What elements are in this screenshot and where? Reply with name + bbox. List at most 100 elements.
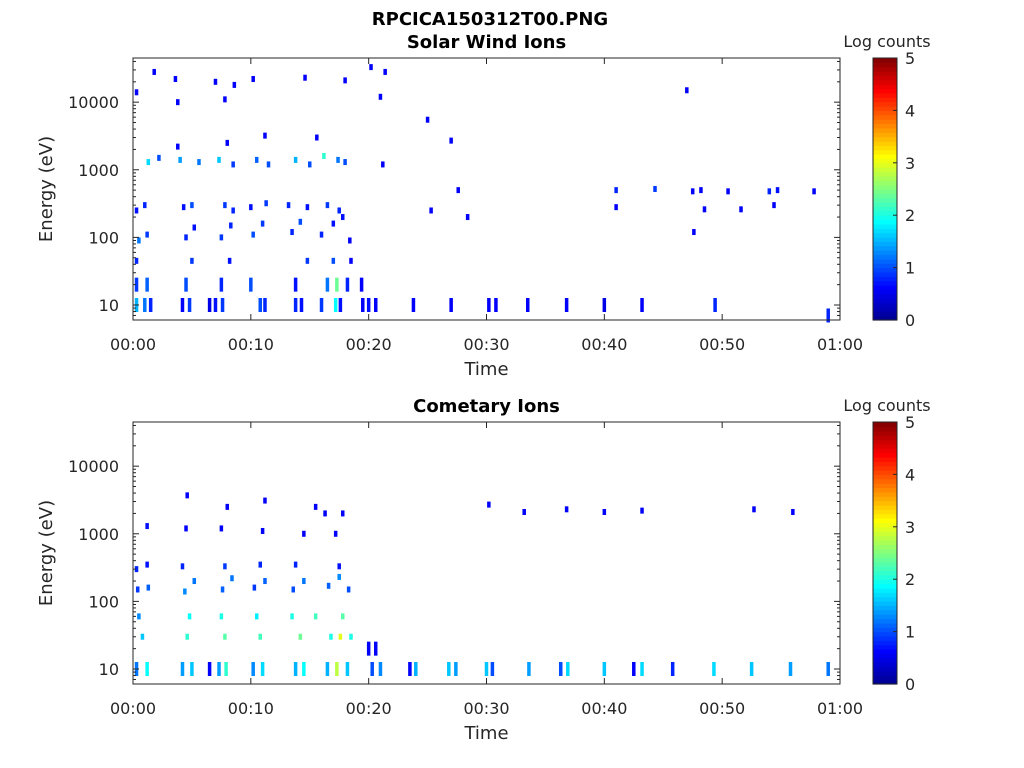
heatmap-cell xyxy=(227,257,232,264)
heatmap-cell xyxy=(219,525,224,532)
y-tick-label: 1000 xyxy=(78,525,119,544)
heatmap-cell xyxy=(184,277,188,292)
colorbar-segment xyxy=(873,614,897,620)
heatmap-cell xyxy=(640,298,644,313)
heatmap-cell xyxy=(494,298,498,313)
heatmap-cell xyxy=(326,582,331,589)
colorbar-segment xyxy=(873,627,897,633)
colorbar-tick-label: 0 xyxy=(905,311,915,330)
heatmap-cell xyxy=(525,298,530,313)
heatmap-cell xyxy=(449,298,453,313)
heatmap-cell xyxy=(252,584,257,591)
heatmap-cell xyxy=(752,506,756,513)
heatmap-cell xyxy=(381,161,385,168)
heatmap-cell xyxy=(319,298,324,313)
colorbar-segment xyxy=(873,114,897,120)
x-tick-label: 00:50 xyxy=(699,699,745,718)
colorbar-segment xyxy=(873,435,897,441)
colorbar-segment xyxy=(873,531,897,537)
heatmap-cell xyxy=(602,298,607,313)
colorbar-segment xyxy=(873,197,897,203)
colorbar-segment xyxy=(873,285,897,291)
colorbar-segment xyxy=(873,232,897,238)
heatmap-cell xyxy=(293,662,298,677)
heatmap-cell xyxy=(232,81,237,88)
colorbar-segment xyxy=(873,635,897,641)
colorbar-segment xyxy=(873,298,897,304)
heatmap-cell xyxy=(383,68,387,75)
heatmap-cell xyxy=(185,492,189,499)
heatmap-cell xyxy=(190,662,194,677)
colorbar-segment xyxy=(873,306,897,312)
heatmap-cell xyxy=(369,64,373,71)
heatmap-cell xyxy=(337,573,341,580)
heatmap-cell xyxy=(632,662,636,677)
heatmap-cell xyxy=(340,510,345,517)
heatmap-cell xyxy=(213,298,218,313)
heatmap-cell xyxy=(335,662,339,677)
colorbar-segment xyxy=(873,422,897,427)
heatmap-cell xyxy=(566,662,570,677)
colorbar-segment xyxy=(873,293,897,299)
colorbar-segment xyxy=(873,219,897,225)
heatmap-cell xyxy=(338,633,343,640)
colorbar-segment xyxy=(873,276,897,282)
colorbar-tick-label: 5 xyxy=(905,413,915,432)
heatmap-cell xyxy=(298,633,303,640)
colorbar-segment xyxy=(873,62,897,68)
heatmap-cell xyxy=(176,143,180,150)
colorbar-segment xyxy=(873,570,897,576)
heatmap-cell xyxy=(425,116,430,123)
colorbar-segment xyxy=(873,513,897,519)
colorbar-segment xyxy=(873,223,897,229)
heatmap-cell xyxy=(187,613,192,620)
heatmap-cell xyxy=(361,298,365,313)
heatmap-cell xyxy=(157,154,161,161)
heatmap-cell xyxy=(190,257,194,264)
heatmap-cell xyxy=(220,298,225,313)
heatmap-cell xyxy=(454,662,458,677)
heatmap-cell xyxy=(181,204,186,211)
colorbar-segment xyxy=(873,110,897,116)
heatmap-cell xyxy=(302,578,306,585)
y-tick-label: 10000 xyxy=(68,93,119,112)
heatmap-cell xyxy=(260,662,265,677)
heatmap-cell xyxy=(178,156,182,163)
colorbar-segment xyxy=(873,496,897,502)
heatmap-cell xyxy=(192,578,197,585)
y-tick-label: 100 xyxy=(88,228,119,247)
heatmap-cell xyxy=(137,613,141,620)
heatmap-cell xyxy=(225,503,230,510)
heatmap-cell xyxy=(251,662,255,677)
heatmap-cell xyxy=(699,187,703,194)
heatmap-cell xyxy=(220,586,225,593)
heatmap-cell xyxy=(134,207,139,214)
heatmap-cell xyxy=(522,508,526,515)
heatmap-cell xyxy=(331,257,336,264)
heatmap-cell xyxy=(303,74,307,81)
colorbar-segment xyxy=(873,140,897,146)
heatmap-cell xyxy=(302,530,306,537)
heatmap-cell xyxy=(224,662,228,677)
heatmap-cell xyxy=(231,161,235,168)
heatmap-cell xyxy=(564,506,569,513)
colorbar-segment xyxy=(873,470,897,475)
colorbar-segment xyxy=(873,522,897,528)
y-axis-label: Energy (eV) xyxy=(36,500,57,606)
y-tick-label: 10 xyxy=(99,660,119,679)
heatmap-cell xyxy=(180,662,185,677)
colorbar-segment xyxy=(873,662,897,668)
heatmap-cell xyxy=(180,298,185,313)
colorbar-segment xyxy=(873,465,897,471)
heatmap-cell xyxy=(313,503,318,510)
colorbar-segment xyxy=(873,566,897,572)
heatmap-cell xyxy=(266,161,271,168)
colorbar-segment xyxy=(873,119,897,125)
colorbar-segment xyxy=(873,592,897,598)
heatmap-cell xyxy=(290,229,294,236)
heatmap-cell xyxy=(335,277,339,292)
heatmap-cell xyxy=(373,298,378,313)
colorbar-segment xyxy=(873,158,897,164)
heatmap-cell xyxy=(254,613,259,620)
colorbar-segment xyxy=(873,106,897,111)
